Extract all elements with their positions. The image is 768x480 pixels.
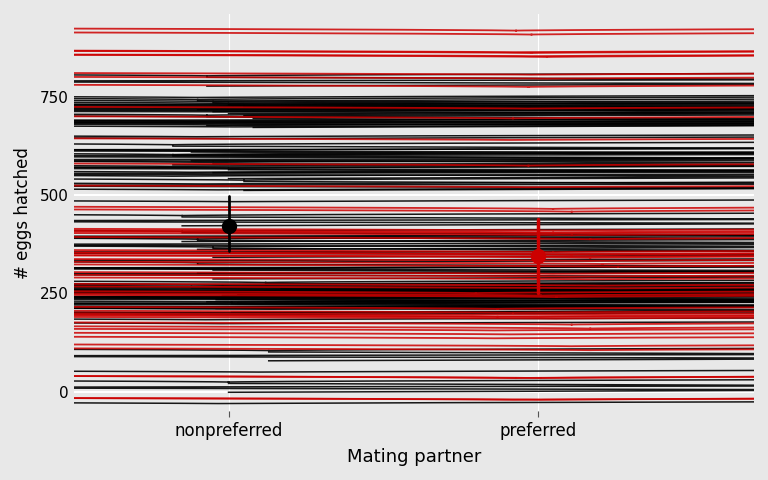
X-axis label: Mating partner: Mating partner — [347, 448, 482, 466]
Y-axis label: # eggs hatched: # eggs hatched — [14, 147, 32, 278]
